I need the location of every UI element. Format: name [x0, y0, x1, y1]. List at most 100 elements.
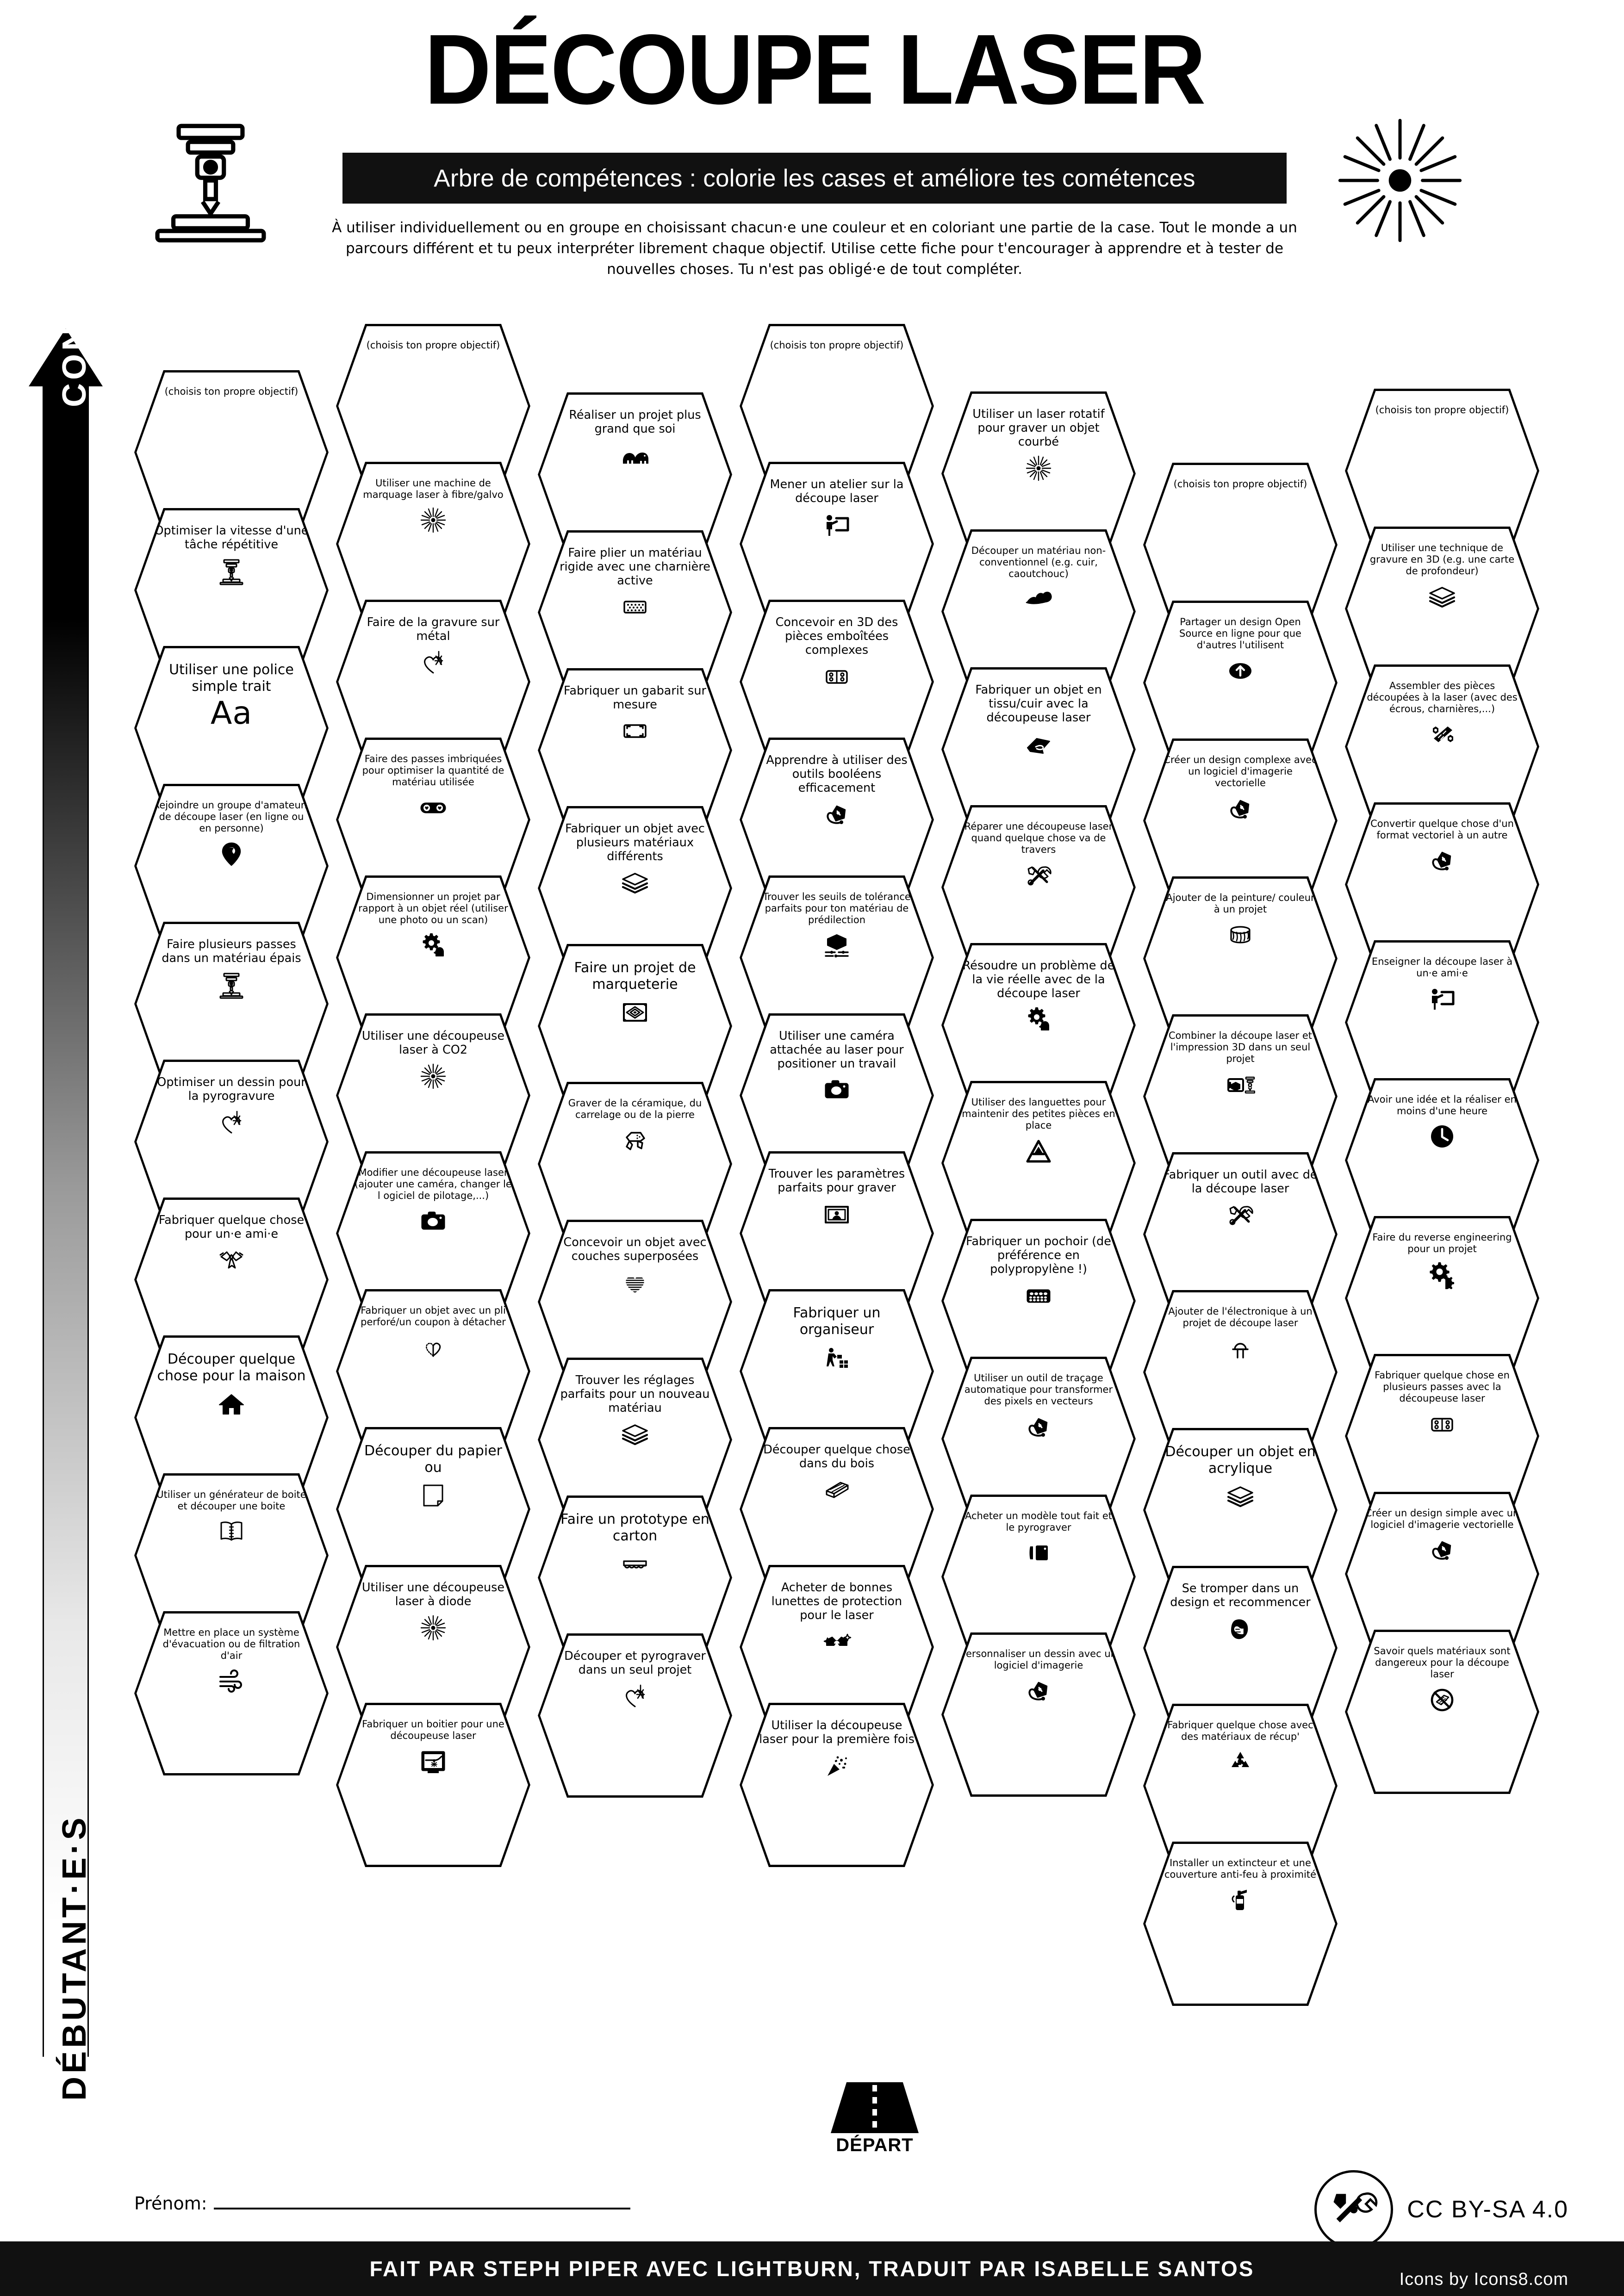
wood-planks-icon: [822, 1475, 852, 1505]
skill-hex-4-1[interactable]: (choisis ton propre objectif): [740, 324, 934, 488]
hex-outline: [740, 1289, 934, 1453]
skill-hex-5-9[interactable]: Acheter un modèle tout fait et le pyrogr…: [941, 1495, 1136, 1659]
skill-label: Acheter de bonnes lunettes de protection…: [771, 1581, 902, 1623]
confetti-icon: [822, 1751, 852, 1781]
skill-hex-7-9[interactable]: Créer un design simple avec un logiciel …: [1345, 1492, 1539, 1656]
skill-hex-5-10[interactable]: Personnaliser un dessin avec un logiciel…: [941, 1632, 1136, 1797]
skill-hex-7-10[interactable]: Savoir quels matériaux sont dangereux po…: [1345, 1630, 1539, 1794]
skill-hex-6-6[interactable]: Fabriquer un outil avec de la découpe la…: [1143, 1152, 1338, 1316]
skill-label: (choisis ton propre objectif): [770, 340, 904, 351]
skill-hex-7-1[interactable]: (choisis ton propre objectif): [1345, 389, 1539, 553]
skill-hex-3-5[interactable]: Faire un projet de marqueterie: [538, 944, 732, 1108]
skill-hex-2-4[interactable]: Faire des passes imbriquées pour optimis…: [336, 738, 530, 902]
skill-hex-2-3[interactable]: Faire de la gravure sur métal: [336, 600, 530, 764]
skill-hex-4-10[interactable]: Acheter de bonnes lunettes de protection…: [740, 1565, 934, 1729]
skill-hex-2-2[interactable]: Utiliser une machine de marquage laser à…: [336, 462, 530, 626]
skill-hex-5-3[interactable]: Fabriquer un objet en tissu/cuir avec la…: [941, 667, 1136, 832]
skill-hex-1-1[interactable]: (choisis ton propre objectif): [134, 370, 329, 534]
skill-hex-5-7[interactable]: Fabriquer un pochoir (de préférence en p…: [941, 1219, 1136, 1383]
skill-label: Découper un objet en acrylique: [1165, 1444, 1316, 1477]
skill-hex-2-9[interactable]: Découper du papier ou: [336, 1427, 530, 1591]
skill-hex-5-5[interactable]: Résoudre un problème de la vie réelle av…: [941, 943, 1136, 1107]
skill-hex-1-8[interactable]: Découper quelque chose pour la maison: [134, 1335, 329, 1500]
skill-hex-1-10[interactable]: Mettre en place un système d'évacuation …: [134, 1611, 329, 1775]
skill-hex-4-6[interactable]: Utiliser une caméra attachée au laser po…: [740, 1013, 934, 1178]
skill-hex-3-10[interactable]: Découper et pyrograver dans un seul proj…: [538, 1633, 732, 1798]
skill-hex-3-9[interactable]: Faire un prototype en carton: [538, 1496, 732, 1660]
gear-hand-icon: [1024, 1005, 1053, 1035]
skill-hex-5-6[interactable]: Utiliser des languettes pour maintenir d…: [941, 1081, 1136, 1245]
skill-hex-3-1[interactable]: Réaliser un projet plus grand que soi: [538, 392, 732, 557]
skill-hex-7-3[interactable]: Assembler des pièces découpées à la lase…: [1345, 664, 1539, 829]
skill-label: Apprendre à utiliser des outils booléens…: [766, 753, 908, 795]
skill-hex-6-8[interactable]: Découper un objet en acrylique: [1143, 1428, 1338, 1592]
skill-hex-2-1[interactable]: (choisis ton propre objectif): [336, 324, 530, 488]
skill-hex-6-10[interactable]: Fabriquer quelque chose avec des matéria…: [1143, 1704, 1338, 1868]
skill-hex-7-7[interactable]: Faire du reverse engineering pour un pro…: [1345, 1216, 1539, 1380]
hex-outline: [336, 462, 530, 626]
skill-hex-2-11[interactable]: Fabriquer un boitier pour une découpeuse…: [336, 1703, 530, 1867]
skill-hex-3-7[interactable]: Concevoir un objet avec couches superpos…: [538, 1220, 732, 1384]
skill-hex-4-9[interactable]: Découper quelque chose dans du bois: [740, 1427, 934, 1591]
skill-hex-4-4[interactable]: Apprendre à utiliser des outils booléens…: [740, 738, 934, 902]
laser-head-icon: [217, 970, 246, 999]
skill-hex-4-7[interactable]: Trouver les paramètres parfaits pour gra…: [740, 1151, 934, 1316]
skill-hex-6-5[interactable]: Combiner la découpe laser et l'impressio…: [1143, 1014, 1338, 1179]
skill-hex-2-5[interactable]: Dimensionner un projet par rapport à un …: [336, 875, 530, 1040]
skill-hex-6-4[interactable]: Ajouter de la peinture/ couleur à un pro…: [1143, 876, 1338, 1041]
hex-outline: [1143, 1842, 1338, 2006]
skill-hex-4-3[interactable]: Concevoir en 3D des pièces emboîtées com…: [740, 600, 934, 764]
skill-hex-2-7[interactable]: Modifier une découpeuse laser (ajouter u…: [336, 1151, 530, 1316]
skill-hex-7-8[interactable]: Fabriquer quelque chose en plusieurs pas…: [1345, 1354, 1539, 1518]
skill-hex-2-10[interactable]: Utiliser une découpeuse laser à diode: [336, 1565, 530, 1729]
skill-hex-3-6[interactable]: Graver de la céramique, du carrelage ou …: [538, 1082, 732, 1246]
skill-hex-7-6[interactable]: Avoir une idée et la réaliser en moins d…: [1345, 1078, 1539, 1242]
skill-hex-6-7[interactable]: Ajouter de l'électronique à un projet de…: [1143, 1290, 1338, 1454]
skill-hex-3-2[interactable]: Faire plier un matériau rigide avec une …: [538, 530, 732, 695]
skill-hex-1-5[interactable]: Faire plusieurs passes dans un matériau …: [134, 922, 329, 1086]
skill-hex-2-6[interactable]: Utiliser une découpeuse laser à CO2: [336, 1013, 530, 1178]
layers-icon: [1427, 582, 1457, 612]
skill-hex-3-3[interactable]: Fabriquer un gabarit sur mesure: [538, 668, 732, 832]
facepalm-icon: [1226, 1614, 1255, 1644]
name-input-line[interactable]: [213, 2207, 630, 2209]
skill-hex-1-2[interactable]: Optimiser la vitesse d'une tâche répétit…: [134, 508, 329, 672]
skill-hex-5-2[interactable]: Découper un matériau non-conventionnel (…: [941, 529, 1136, 694]
skill-hex-6-9[interactable]: Se tromper dans un design et recommencer: [1143, 1566, 1338, 1730]
skill-hex-4-5[interactable]: Trouver les seuils de tolérance parfaits…: [740, 875, 934, 1040]
hex-outline: [1345, 527, 1539, 691]
living-hinge-icon: [620, 592, 650, 622]
hex-outline: [740, 1151, 934, 1316]
skill-hex-1-6[interactable]: Optimiser un dessin pour la pyrogravure: [134, 1060, 329, 1224]
skill-hex-3-8[interactable]: Trouver les réglages parfaits pour un no…: [538, 1358, 732, 1522]
skill-hex-5-1[interactable]: Utiliser un laser rotatif pour graver un…: [941, 391, 1136, 556]
laser-burst-logo-icon: [1333, 118, 1467, 245]
recycle-icon: [1226, 1747, 1255, 1777]
skill-hex-7-5[interactable]: Enseigner la découpe laser à un·e ami·e: [1345, 940, 1539, 1105]
skill-hex-1-3[interactable]: Utiliser une police simple trait Aa: [134, 646, 329, 810]
skill-hex-6-3[interactable]: Créer un design complexe avec un logicie…: [1143, 738, 1338, 903]
hex-outline: [134, 1198, 329, 1362]
skill-hex-2-8[interactable]: Fabriquer un objet avec un pli perforé/u…: [336, 1289, 530, 1453]
hex-outline: [134, 1473, 329, 1638]
skill-hex-1-9[interactable]: Utiliser un générateur de boite et décou…: [134, 1473, 329, 1638]
skill-hex-7-2[interactable]: Utiliser une technique de gravure en 3D …: [1345, 527, 1539, 691]
skill-hex-6-11[interactable]: Installer un extincteur et une couvertur…: [1143, 1842, 1338, 2006]
hex-outline: [740, 1703, 934, 1867]
skill-hex-7-4[interactable]: Convertir quelque chose d'un format vect…: [1345, 802, 1539, 967]
skill-hex-4-11[interactable]: Utiliser la découpeuse laser pour la pre…: [740, 1703, 934, 1867]
skill-hex-1-4[interactable]: Rejoindre un groupe d'amateurs de découp…: [134, 784, 329, 948]
skill-hex-5-8[interactable]: Utiliser un outil de traçage automatique…: [941, 1357, 1136, 1521]
skill-hex-5-4[interactable]: Réparer une découpeuse laser quand quelq…: [941, 805, 1136, 969]
led-icon: [1226, 1334, 1255, 1363]
skill-hex-6-1[interactable]: (choisis ton propre objectif): [1143, 463, 1338, 627]
skill-hex-6-2[interactable]: Partager un design Open Source en ligne …: [1143, 601, 1338, 765]
perforated-fold-icon: [418, 1333, 448, 1362]
skill-hex-3-4[interactable]: Fabriquer un objet avec plusieurs matéri…: [538, 806, 732, 970]
laser-burst-icon: [418, 1613, 448, 1643]
skill-hex-4-2[interactable]: Mener un atelier sur la découpe laser: [740, 462, 934, 626]
skill-hex-4-8[interactable]: Fabriquer un organiseur: [740, 1289, 934, 1453]
laser-cutter-logo-icon: [143, 118, 278, 245]
skill-hex-1-7[interactable]: Fabriquer quelque chose pour un·e ami·e: [134, 1198, 329, 1362]
laser-enclosure-icon: [418, 1746, 448, 1776]
